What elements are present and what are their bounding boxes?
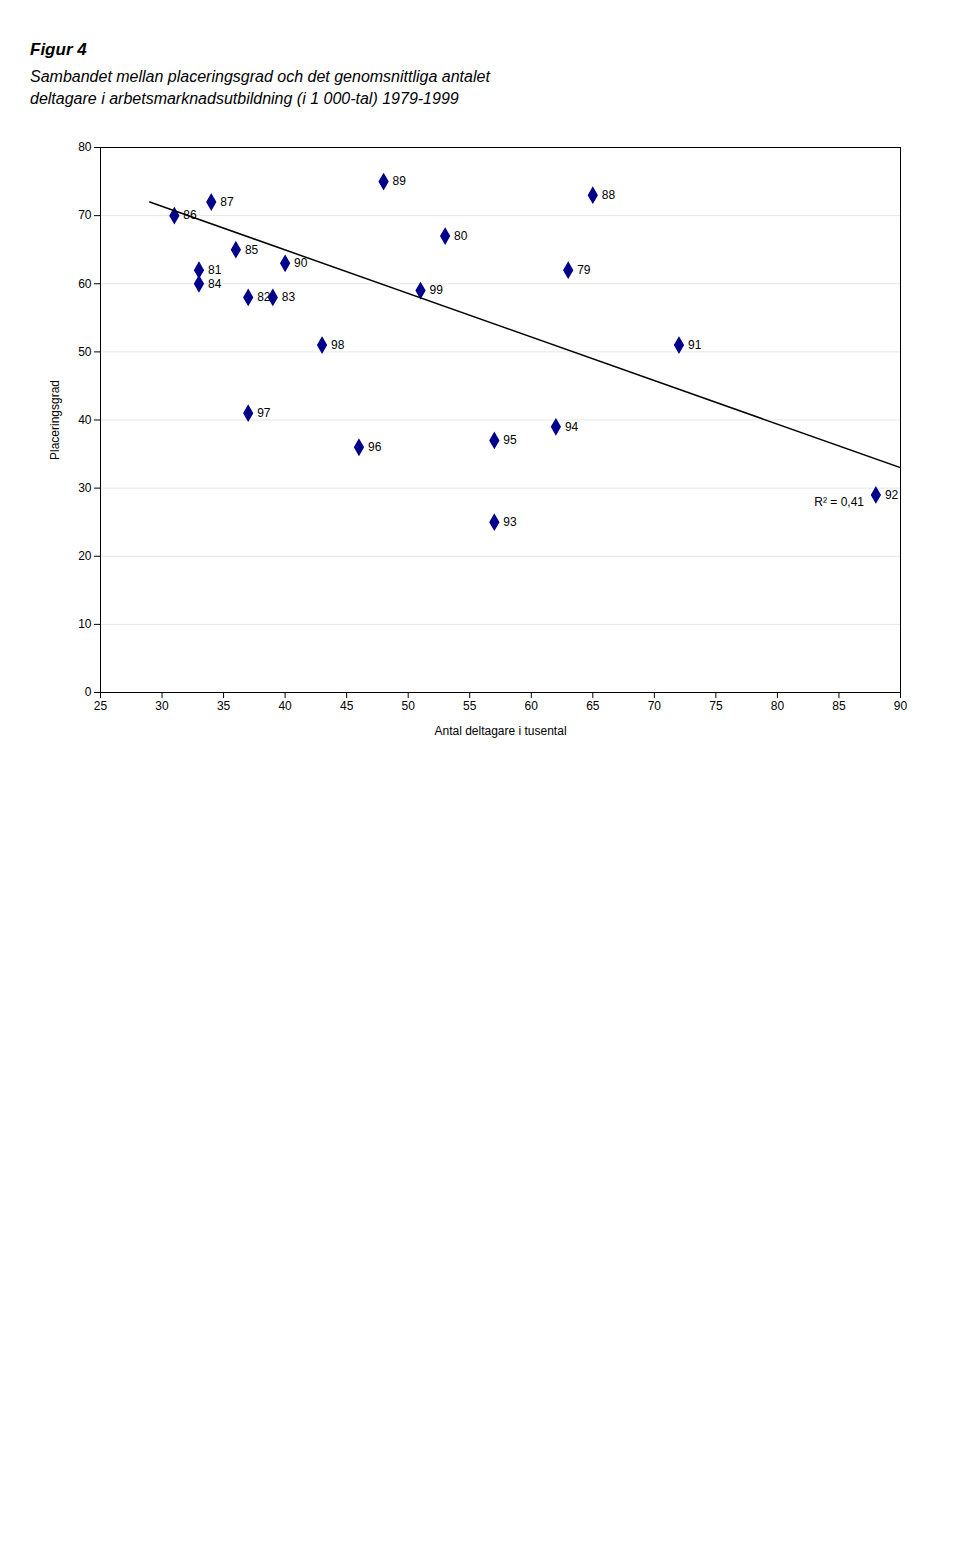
svg-text:80: 80 bbox=[78, 141, 92, 155]
svg-text:91: 91 bbox=[688, 338, 702, 352]
svg-text:30: 30 bbox=[78, 481, 92, 495]
svg-text:20: 20 bbox=[78, 549, 92, 563]
svg-text:85: 85 bbox=[245, 243, 259, 257]
svg-text:86: 86 bbox=[183, 209, 197, 223]
svg-text:97: 97 bbox=[257, 406, 271, 420]
svg-text:87: 87 bbox=[220, 195, 234, 209]
svg-text:83: 83 bbox=[282, 290, 296, 304]
svg-text:80: 80 bbox=[771, 699, 785, 713]
svg-text:88: 88 bbox=[602, 188, 616, 202]
svg-text:95: 95 bbox=[503, 433, 517, 447]
svg-text:94: 94 bbox=[565, 420, 579, 434]
svg-text:25: 25 bbox=[94, 699, 108, 713]
svg-text:79: 79 bbox=[577, 263, 591, 277]
svg-text:45: 45 bbox=[340, 699, 354, 713]
svg-text:60: 60 bbox=[525, 699, 539, 713]
svg-text:90: 90 bbox=[294, 256, 308, 270]
svg-text:85: 85 bbox=[832, 699, 846, 713]
svg-text:81: 81 bbox=[208, 263, 222, 277]
svg-text:80: 80 bbox=[454, 229, 468, 243]
svg-text:70: 70 bbox=[78, 209, 92, 223]
svg-text:R² = 0,41: R² = 0,41 bbox=[814, 495, 864, 509]
svg-text:Placeringsgrad: Placeringsgrad bbox=[48, 380, 62, 460]
svg-text:92: 92 bbox=[885, 488, 899, 502]
svg-text:10: 10 bbox=[78, 617, 92, 631]
svg-text:0: 0 bbox=[85, 686, 92, 700]
svg-text:Antal deltagare i tusental: Antal deltagare i tusental bbox=[434, 724, 566, 738]
svg-text:89: 89 bbox=[393, 175, 407, 189]
svg-text:40: 40 bbox=[78, 413, 92, 427]
svg-text:65: 65 bbox=[586, 699, 600, 713]
svg-text:96: 96 bbox=[368, 440, 382, 454]
svg-text:55: 55 bbox=[463, 699, 477, 713]
html-text:Sambandet mellan placeringsgra: Sambandet mellan placeringsgrad och det … bbox=[30, 68, 490, 107]
svg-text:50: 50 bbox=[402, 699, 416, 713]
svg-text:70: 70 bbox=[648, 699, 662, 713]
svg-text:99: 99 bbox=[430, 284, 444, 298]
svg-text:35: 35 bbox=[217, 699, 231, 713]
svg-text:50: 50 bbox=[78, 345, 92, 359]
svg-text:40: 40 bbox=[278, 699, 292, 713]
svg-text:82: 82 bbox=[257, 290, 271, 304]
svg-text:30: 30 bbox=[155, 699, 169, 713]
svg-text:93: 93 bbox=[503, 515, 517, 529]
svg-text:75: 75 bbox=[709, 699, 723, 713]
svg-text:98: 98 bbox=[331, 338, 345, 352]
svg-text:84: 84 bbox=[208, 277, 222, 291]
html-text:Figur 4: Figur 4 bbox=[30, 40, 87, 59]
svg-text:60: 60 bbox=[78, 277, 92, 291]
svg-text:90: 90 bbox=[894, 699, 908, 713]
